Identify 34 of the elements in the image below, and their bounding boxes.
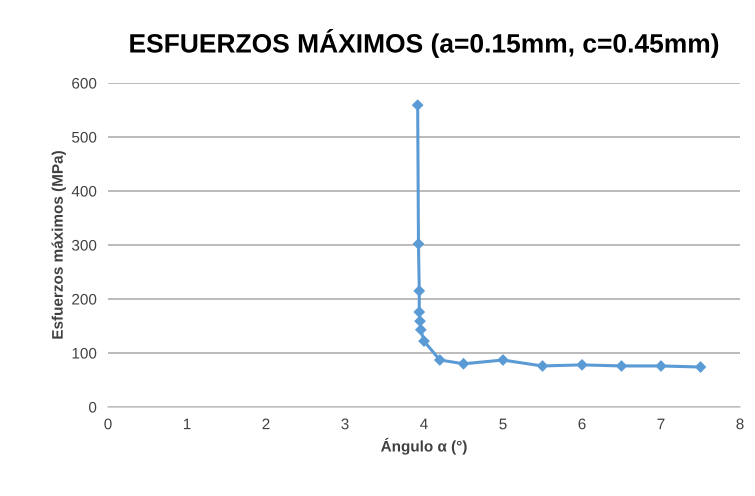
point — [576, 359, 588, 370]
x-axis-title: Ángulo α (°) — [380, 438, 467, 455]
point — [694, 361, 706, 373]
point — [497, 354, 509, 366]
x-tick-label: 1 — [184, 418, 191, 430]
point — [418, 336, 430, 347]
x-tick-label: 2 — [262, 418, 270, 430]
x-tick-label: 4 — [420, 418, 428, 430]
point — [655, 360, 667, 372]
point — [458, 358, 470, 370]
chart-title: ESFUERZOS MÁXIMOS (a=0.15mm, c=0.45mm) — [130, 29, 718, 58]
y-tick-label: 0 — [88, 402, 96, 413]
point — [414, 285, 425, 297]
x-tick-label: 7 — [658, 418, 664, 430]
point — [415, 324, 426, 336]
x-tick-label: 0 — [104, 418, 112, 430]
x-tick-label: 3 — [341, 418, 349, 430]
x-tick-label: 5 — [499, 418, 507, 430]
point — [412, 100, 424, 111]
y-tick-label: 600 — [72, 78, 96, 89]
y-tick-label: 500 — [72, 132, 96, 143]
x-tick-label: 6 — [578, 418, 586, 430]
y-tick-label: 300 — [72, 240, 96, 251]
point — [412, 238, 424, 250]
y-tick-label: 100 — [72, 348, 96, 359]
y-tick-label: 400 — [72, 186, 96, 197]
y-axis-title: Esfuerzos máximos (MPa) — [51, 151, 66, 339]
point — [434, 354, 446, 366]
y-tick-label: 200 — [72, 294, 96, 305]
point — [414, 306, 425, 318]
point — [536, 360, 548, 372]
point — [616, 360, 628, 372]
point — [414, 316, 426, 327]
x-tick-label: 8 — [736, 418, 744, 430]
